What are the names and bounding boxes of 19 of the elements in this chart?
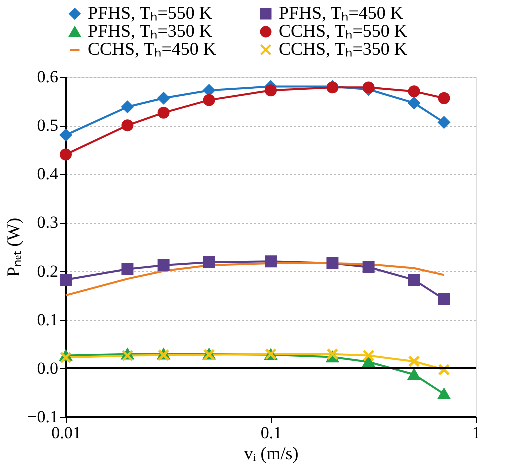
x-tick-label: 0.01 (52, 424, 82, 442)
legend-label: PFHS, Tₕ=350 K (88, 21, 212, 41)
y-tick-label: 0.1 (37, 310, 58, 330)
x-tick-label: 0.1 (260, 424, 282, 442)
legend-label: CCHS, Tₕ=450 K (88, 39, 216, 59)
y-tick-label: 0.2 (37, 262, 58, 281)
y-tick-label: −0.1 (28, 408, 58, 426)
y-tick-label: 0.3 (37, 213, 58, 232)
legend-label: CCHS, Tₕ=550 K (279, 21, 408, 41)
legend-label: PFHS, Tₕ=450 K (279, 3, 404, 23)
x-axis-title: vᵢ (m/s) (244, 444, 299, 464)
y-tick-label: 0.0 (37, 358, 58, 378)
legend-label: PFHS, Tₕ=550 K (88, 3, 212, 23)
legend-label: CCHS, Tₕ=350 K (279, 39, 408, 59)
y-tick-label: 0.6 (37, 68, 58, 86)
y-tick-label: 0.4 (37, 164, 59, 184)
y-tick-label: 0.5 (37, 116, 58, 136)
y-axis-title: Pₙₑₜ (W) (4, 218, 24, 278)
x-tick-label: 1 (472, 424, 481, 442)
